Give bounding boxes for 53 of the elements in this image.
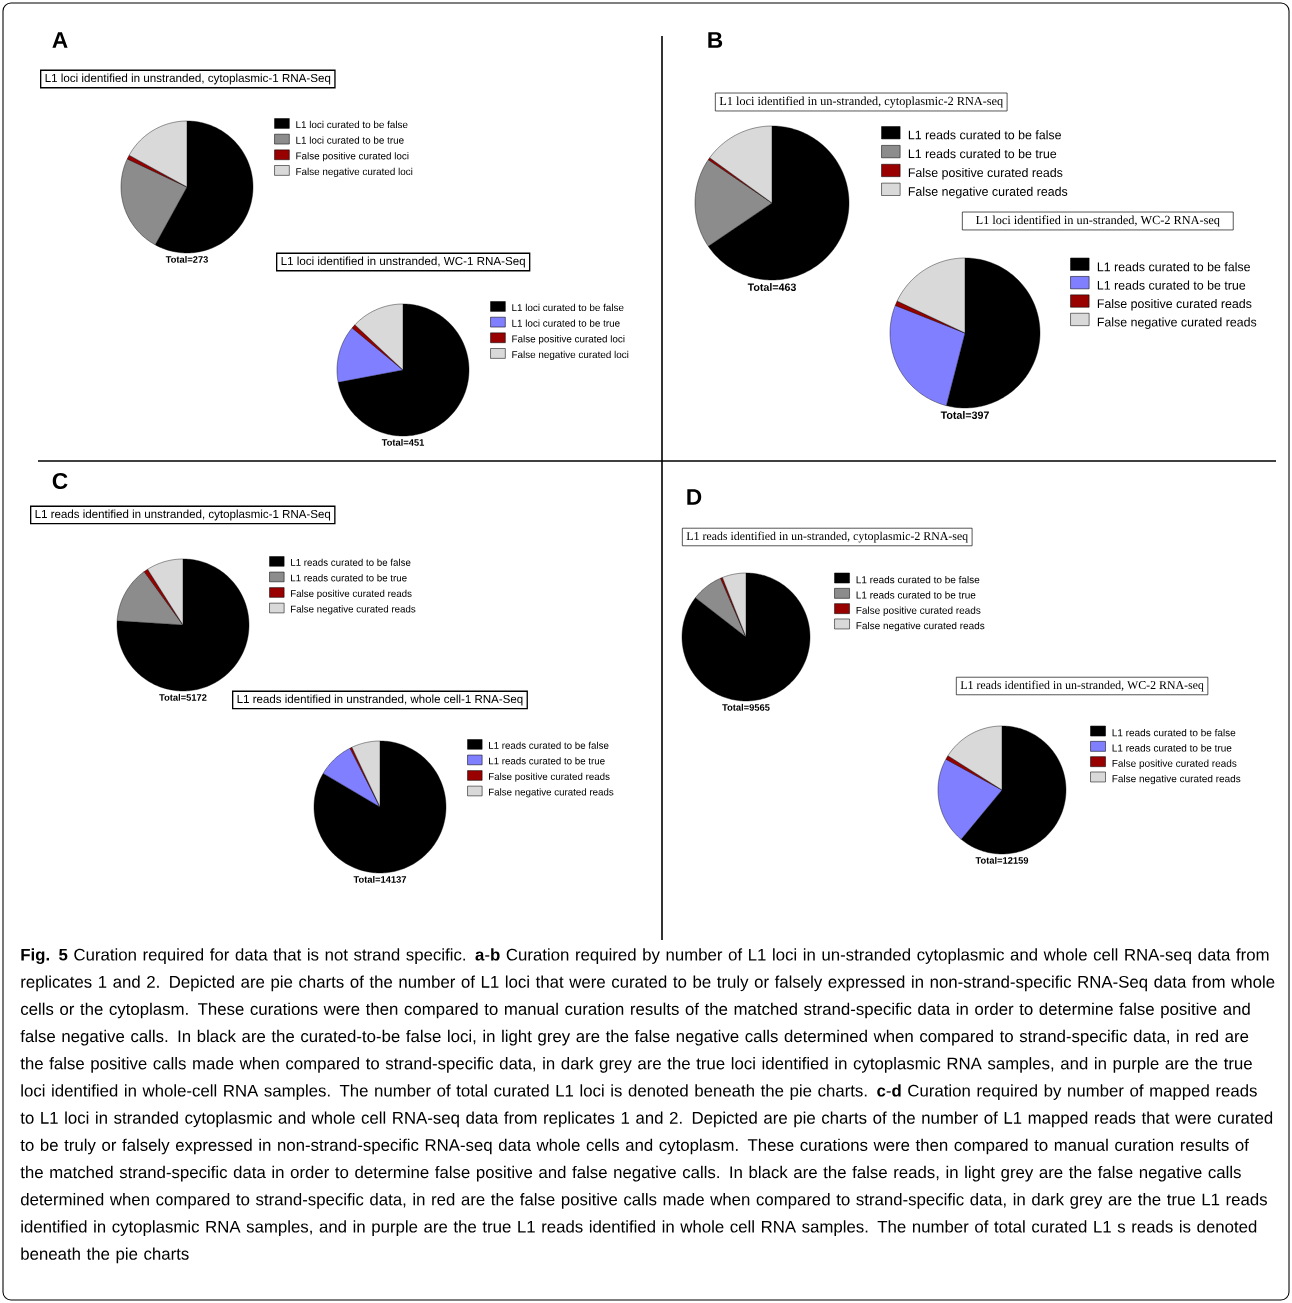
text: Total=463 xyxy=(747,283,796,291)
chart-title: L1 reads identified in unstranded, cytoplasmic-1 RNA-Seq xyxy=(35,509,331,521)
legend-label: L1 reads curated to be true xyxy=(1112,744,1232,752)
chart-title: L1 reads identified in un-stranded, cytoplasmic-2 RNA-seq xyxy=(686,531,968,543)
text: A xyxy=(52,32,68,48)
text: Total=397 xyxy=(940,411,989,419)
text: Total=14137 xyxy=(353,875,407,883)
legend-label: False negative curated reads xyxy=(1097,317,1257,329)
text: Total=12159 xyxy=(975,856,1029,864)
legend-label: False negative curated loci xyxy=(296,167,413,178)
legend-label: L1 reads curated to be true xyxy=(489,757,605,765)
legend-label: False positive curated reads xyxy=(1112,759,1237,769)
legend-label: False positive curated reads xyxy=(856,606,981,616)
legend-label: L1 loci curated to be true xyxy=(512,319,620,327)
legend-label: L1 reads curated to be true xyxy=(291,574,407,582)
legend-label: False negative curated reads xyxy=(489,788,614,798)
legend-label: False negative curated reads xyxy=(908,186,1068,199)
legend-label: L1 reads curated to be true xyxy=(856,591,976,599)
chart-title: L1 reads identified in unstranded, whole cell-1 RNA-Seq xyxy=(237,694,523,706)
chart-title: L1 loci identified in unstranded, cytoplasmic-1 RNA-Seq xyxy=(45,73,331,85)
legend-label: False positive curated reads xyxy=(291,589,412,599)
legend-label: L1 reads curated to be false xyxy=(1112,728,1236,737)
text: Fig. 5 Curation required for data that is not strand specific. a-b Curation required by number of L1 loci in un-stranded cytoplasmic and whole cell RNA-seq data from replicates 1 and 2. Depicted are pie charts of the number of L1 loci that were curated to be truly or falsely expressed in non-strand-specific RNA-Seq data from whole cells or the cytoplasm. These curations were then compared to manual curation results of the matched strand-specific data in order to determine false positive and false negative calls. In black are the curated-to-be false loci, in light grey are the false negative calls determined when compared to strand-specific data, in red are the false positive calls made when compared to strand-specific data, in dark grey are the true loci identified in cytoplasmic RNA samples, and in purple are the true loci identified in whole-cell RNA samples. The number of total curated L1 loci is denoted beneath the pie charts. c-d Curation required by number of mapped reads to L1 loci in stranded cytoplasmic and whole cell RNA-seq data from replicates 1 and 2. Depicted are pie charts of the number of L1 mapped reads that were curated to be truly or falsely expressed in non-strand-specific RNA-seq data whole cells and cytoplasm. These curations were then compared to manual curation results of the matched strand-specific data in order to determine false positive and false negative calls. In black are the false reads, in light grey are the false negative calls determined when compared to strand-specific data, in red are the false positive calls made when compared to strand-specific data, in dark grey are the true L1 reads identified in cytoplasmic RNA samples, and in purple are the true L1 reads identified in whole cell RNA samples. The number of total curated L1 s reads is denoted beneath the pie charts xyxy=(20,948,1275,1264)
text: B xyxy=(708,32,723,48)
legend-label: L1 loci curated to be false xyxy=(296,120,408,129)
legend-label: False positive curated loci xyxy=(296,152,409,162)
chart-title: L1 loci identified in unstranded, WC-1 RNA-Seq xyxy=(281,256,525,268)
legend-label: False negative curated reads xyxy=(856,621,985,632)
text: Total=9565 xyxy=(722,703,770,711)
legend-label: L1 reads curated to be true xyxy=(908,149,1057,159)
text: Total=5172 xyxy=(159,693,207,701)
legend-label: False positive curated reads xyxy=(908,167,1063,180)
chart-title: L1 loci identified in un-stranded, WC-2 RNA-seq xyxy=(976,215,1220,227)
legend-label: L1 reads curated to be false xyxy=(856,575,980,584)
legend-label: False positive curated reads xyxy=(1097,298,1252,311)
legend-label: L1 reads curated to be false xyxy=(489,741,609,749)
text: Total=451 xyxy=(381,438,425,446)
legend-label: False positive curated reads xyxy=(489,772,610,782)
legend-label: L1 reads curated to be true xyxy=(1097,280,1246,290)
legend-label: L1 loci curated to be true xyxy=(296,136,404,144)
text: C xyxy=(52,472,68,490)
legend-label: L1 reads curated to be false xyxy=(291,558,411,566)
legend-label: False negative curated reads xyxy=(291,605,416,615)
text: D xyxy=(687,489,702,505)
legend-label: L1 reads curated to be false xyxy=(1097,262,1250,272)
chart-title: L1 loci identified in un-stranded, cytoplasmic-2 RNA-seq xyxy=(719,96,1003,108)
legend-label: False negative curated reads xyxy=(1112,774,1241,785)
legend-label: L1 loci curated to be false xyxy=(512,303,624,312)
legend-label: False positive curated loci xyxy=(512,335,625,345)
legend-label: False negative curated loci xyxy=(512,350,629,361)
legend-label: L1 reads curated to be false xyxy=(908,130,1061,140)
chart-title: L1 reads identified in un-stranded, WC-2 RNA-seq xyxy=(960,680,1204,692)
text: Total=273 xyxy=(165,255,208,263)
